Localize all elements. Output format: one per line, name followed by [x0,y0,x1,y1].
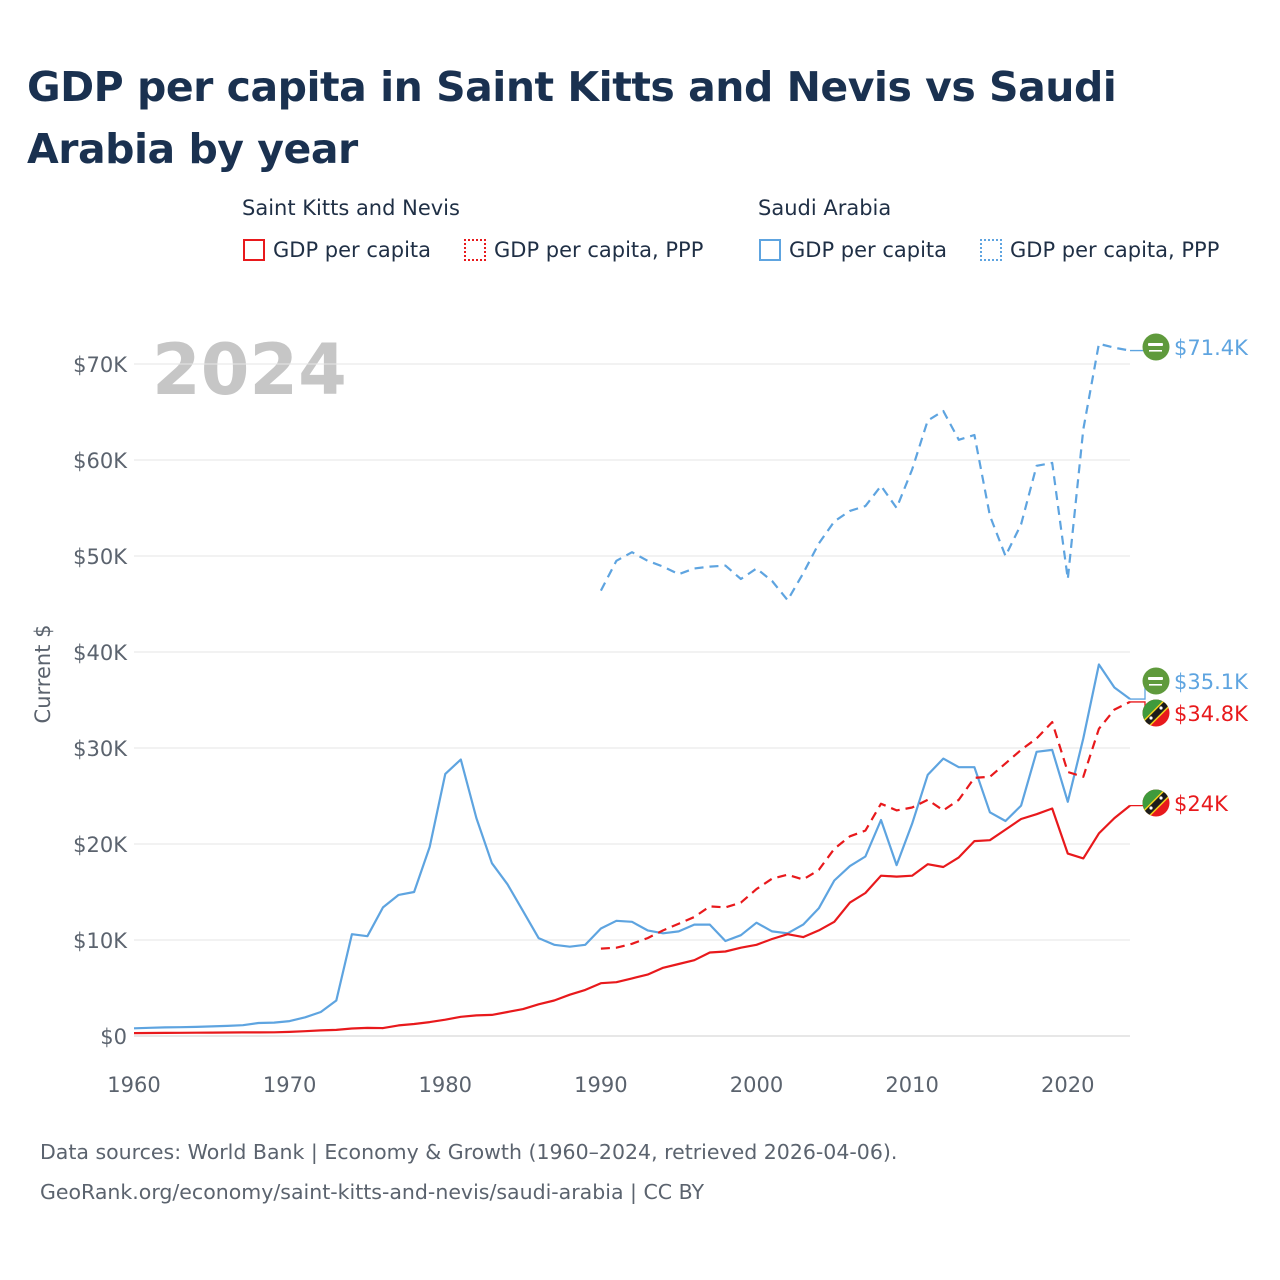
x-tick-label: 1980 [419,1073,472,1097]
legend-label: GDP per capita [789,238,948,262]
y-axis-label: Current $ [31,625,55,724]
legend-item-sa-ppp[interactable]: GDP per capita, PPP [980,238,1219,262]
x-tick-label: 2000 [730,1073,783,1097]
chart-title: GDP per capita in Saint Kitts and Nevis … [27,63,1117,173]
legend-group-title-saint-kitts: Saint Kitts and Nevis [242,196,460,220]
flag-star-icon [1149,806,1153,810]
x-tick-label: 1990 [574,1073,627,1097]
flag-body [1142,789,1170,817]
end-value-label: $35.1K [1174,670,1249,694]
x-tick-label: 2010 [885,1073,938,1097]
flag-black-band [1142,789,1170,817]
flag-script-icon [1148,343,1163,346]
flag-body [1142,699,1170,727]
flag-sword-icon [1149,350,1162,352]
legend-swatch-dotted-icon [980,239,1002,261]
series-line-1 [133,663,1131,1030]
y-tick-label: $70K [73,353,128,377]
flag-star-icon [1149,716,1153,720]
year-watermark: 2024 [152,329,347,411]
y-tick-label: $10K [73,929,128,953]
legend-swatch-dotted-icon [464,239,486,261]
footer-sources: Data sources: World Bank | Economy & Gro… [40,1140,898,1164]
flag-star-icon [1159,706,1163,710]
y-tick-label: $50K [73,545,128,569]
y-tick-label: $20K [73,833,128,857]
flag-sword-icon [1149,684,1162,686]
legend-label: GDP per capita [273,238,432,262]
x-tick-label: 2020 [1041,1073,1094,1097]
legend-label: GDP per capita, PPP [1010,238,1220,262]
y-tick-label: $60K [73,449,128,473]
end-value-label: $71.4K [1174,336,1249,360]
series-line-3 [133,804,1131,1035]
x-tick-label: 1960 [107,1073,160,1097]
y-tick-label: $30K [73,737,128,761]
flag-script-icon [1148,677,1163,680]
series-line-2 [600,700,1131,950]
legend-swatch-solid-icon [759,239,781,261]
flag-star-icon [1159,796,1163,800]
saint-kitts-flag-icon [1142,789,1170,817]
x-tick-label: 1970 [263,1073,316,1097]
legend-group-title-saudi-arabia: Saudi Arabia [758,196,892,220]
saudi-flag-icon [1142,333,1170,361]
footer-link[interactable]: GeoRank.org/economy/saint-kitts-and-nevi… [40,1180,705,1204]
end-value-label: $24K [1174,792,1229,816]
legend-swatch-solid-icon [243,239,265,261]
y-tick-label: $0 [100,1025,127,1049]
flag-black-band [1142,699,1170,727]
series-line-0 [599,342,1131,602]
saint-kitts-flag-icon [1142,699,1170,727]
legend-label: GDP per capita, PPP [494,238,704,262]
y-tick-label: $40K [73,641,128,665]
end-value-label: $34.8K [1174,702,1249,726]
saudi-flag-icon [1142,667,1170,695]
legend-item-skn-ppp[interactable]: GDP per capita, PPP [464,238,703,262]
legend-item-skn-gdp[interactable]: GDP per capita [243,238,431,262]
legend-item-sa-gdp[interactable]: GDP per capita [759,238,947,262]
